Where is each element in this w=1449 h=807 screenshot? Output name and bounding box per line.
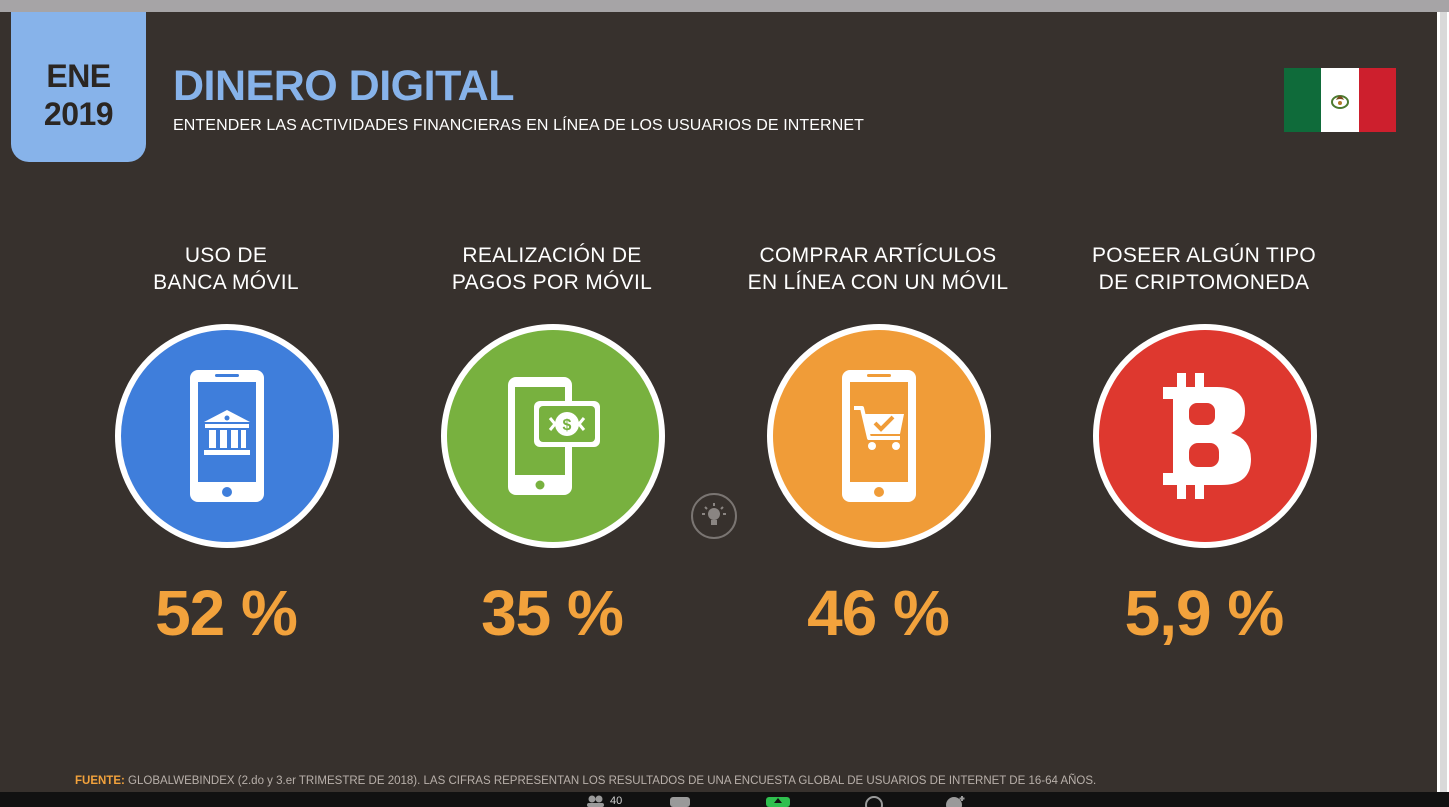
mobile-cart-icon: [767, 324, 991, 548]
participants-button[interactable]: 40: [586, 795, 622, 807]
window-top-strip: [0, 0, 1449, 12]
page-subtitle: ENTENDER LAS ACTIVIDADES FINANCIERAS EN …: [173, 117, 865, 134]
chat-icon: [670, 797, 690, 807]
stat-value: 35 %: [481, 577, 624, 649]
lightbulb-icon[interactable]: [691, 493, 737, 539]
svg-text:$: $: [563, 417, 572, 434]
date-year: 2019: [43, 96, 114, 132]
record-icon: [865, 796, 883, 807]
meeting-toolbar: 40: [0, 792, 1449, 807]
scrollbar-track[interactable]: [1440, 12, 1447, 792]
stat-mobile-banking: USO DE BANCA MÓVIL 52 %: [61, 242, 391, 648]
stat-label: POSEER ALGÚN TIPO DE CRIPTOMONEDA: [1091, 244, 1317, 294]
record-button[interactable]: [864, 795, 884, 807]
stat-cryptocurrency: POSEER ALGÚN TIPO DE CRIPTOMONEDA 5,9 %: [1039, 242, 1369, 648]
participants-icon: [587, 795, 604, 807]
mexico-flag-icon: [1284, 68, 1396, 132]
participants-count: 40: [610, 795, 623, 807]
share-screen-icon: [766, 797, 790, 807]
stat-mobile-shopping: COMPRAR ARTÍCULOS EN LÍNEA CON UN MÓVIL …: [713, 242, 1043, 648]
stat-value: 5,9 %: [1124, 577, 1285, 649]
mobile-bank-icon: [115, 324, 339, 548]
date-badge: ENE 2019: [11, 12, 146, 162]
date-month: ENE: [46, 58, 111, 94]
chat-button[interactable]: [670, 795, 690, 807]
bitcoin-icon: [1093, 324, 1317, 548]
stat-value: 52 %: [155, 577, 298, 649]
slide: ENE 2019 DINERO DIGITAL ENTENDER LAS ACT…: [0, 12, 1437, 792]
page-title: DINERO DIGITAL: [173, 62, 514, 110]
stat-mobile-payments: REALIZACIÓN DE PAGOS POR MÓVIL $ 35 %: [387, 242, 717, 648]
reactions-button[interactable]: [944, 795, 966, 807]
share-screen-button[interactable]: [766, 795, 790, 807]
vertical-scrollbar[interactable]: [1437, 12, 1449, 792]
reactions-icon: [946, 796, 965, 807]
mobile-payment-icon: $: [441, 324, 665, 548]
stat-value: 46 %: [807, 577, 950, 649]
stat-label: REALIZACIÓN DE PAGOS POR MÓVIL: [451, 244, 653, 294]
stat-label: COMPRAR ARTÍCULOS EN LÍNEA CON UN MÓVIL: [747, 244, 1009, 294]
source-footnote: FUENTE: GLOBALWEBINDEX (2.do y 3.er TRIM…: [75, 775, 1097, 787]
stat-label: USO DE BANCA MÓVIL: [153, 244, 299, 294]
